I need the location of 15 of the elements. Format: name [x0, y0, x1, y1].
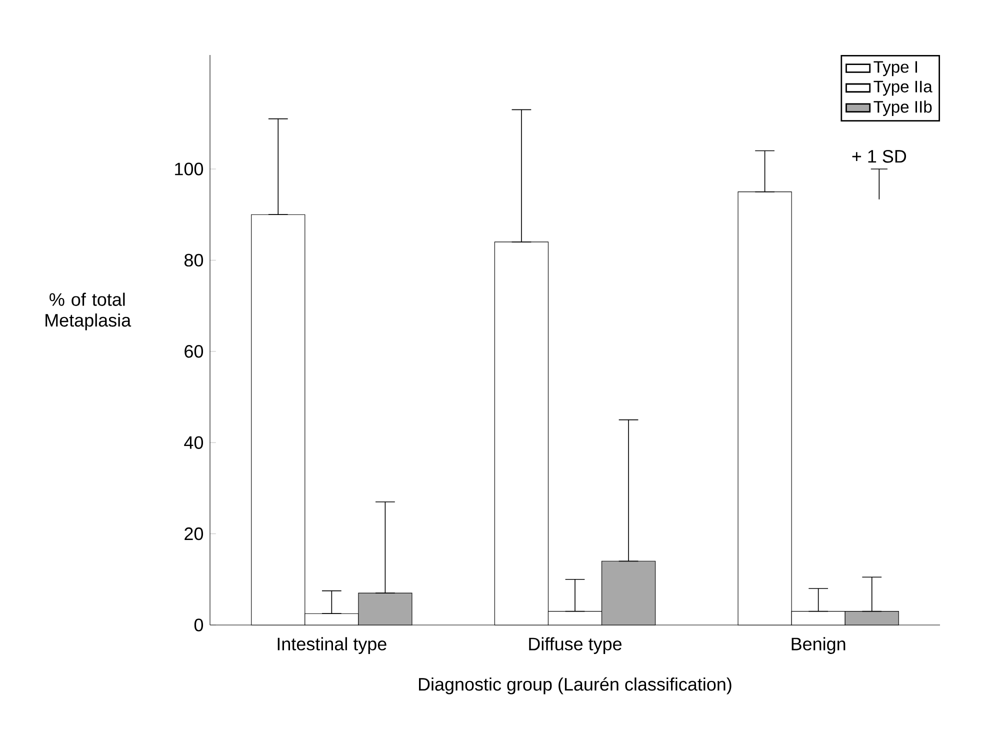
y-tick-label: 60 [184, 345, 204, 358]
legend-label: Type I [874, 61, 918, 76]
legend-label: Type IIb [874, 100, 932, 116]
annotation: + 1 SD [852, 150, 906, 163]
x-tick-label: Intestinal type [278, 637, 386, 654]
y-tick-label: 0 [194, 618, 204, 632]
x-tick-label: Benign [792, 637, 846, 654]
x-axis-title: Diagnostic group (Laurén classification) [419, 677, 732, 694]
x-tick-label: Diffuse type [529, 637, 622, 654]
y-tick-label: 20 [184, 527, 204, 540]
legend-label: Type IIa [874, 80, 932, 96]
y-tick-label: 40 [184, 436, 204, 449]
y-tick-label: 80 [184, 254, 204, 267]
y-axis-title: % of total Metaplasia [46, 292, 132, 330]
y-tick-label: 100 [175, 162, 204, 176]
